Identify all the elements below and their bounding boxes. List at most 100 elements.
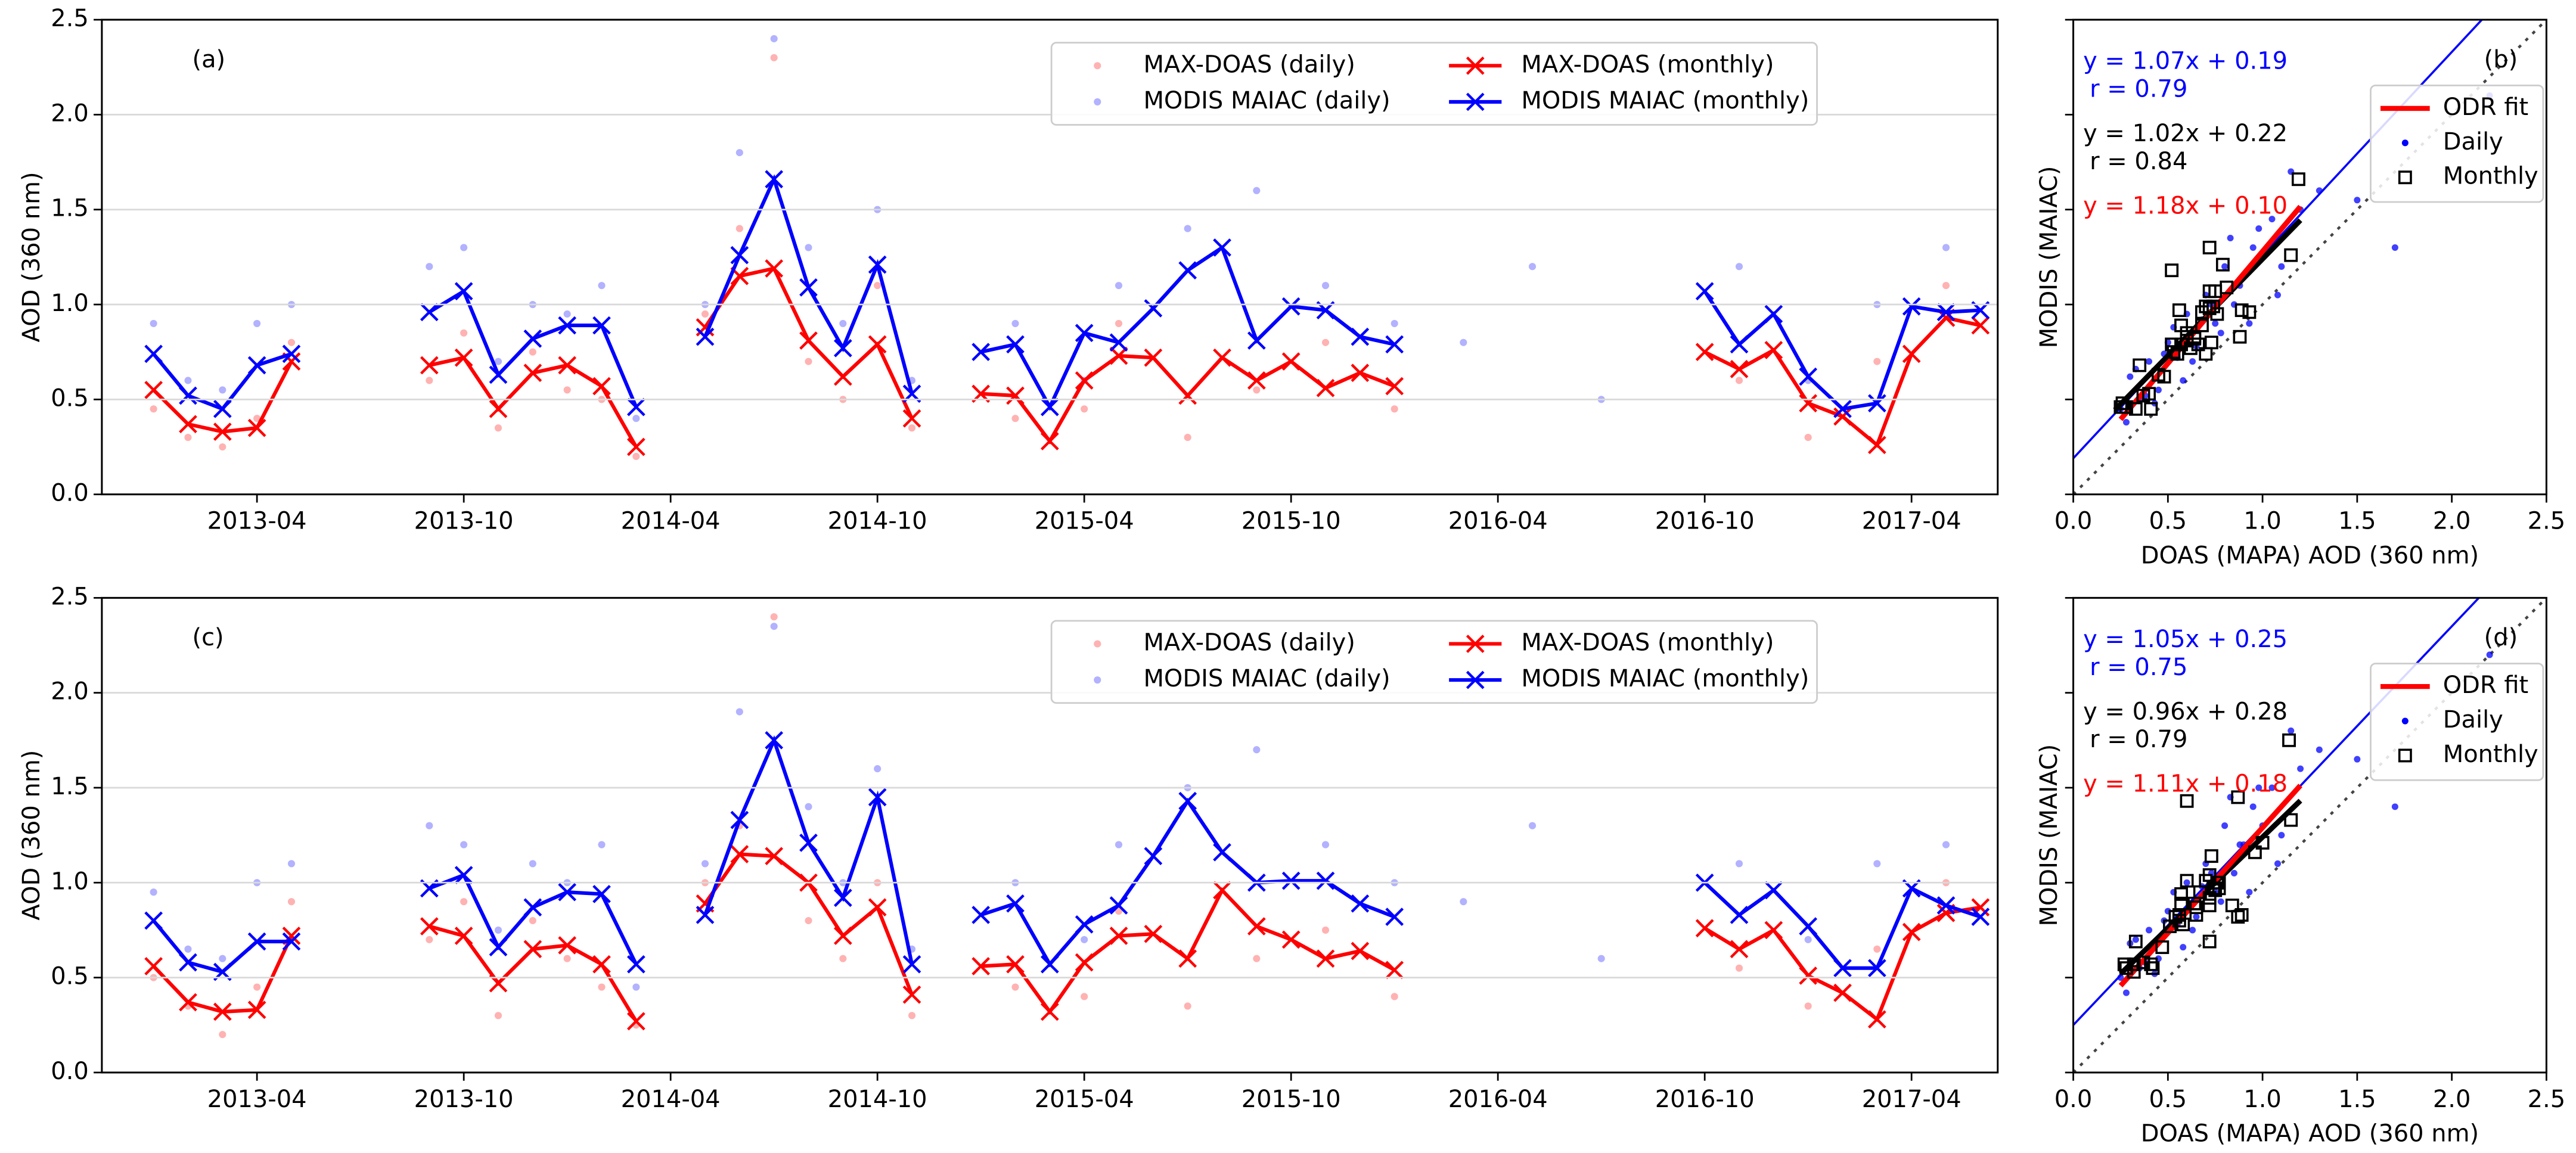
daily-point xyxy=(632,415,640,422)
daily-point xyxy=(1321,282,1330,290)
axes-frame xyxy=(101,596,1999,1074)
daily-point xyxy=(2354,197,2361,204)
marker-x xyxy=(247,932,266,951)
daily-point xyxy=(2183,879,2190,886)
daily-point xyxy=(2122,419,2130,426)
marker-x xyxy=(558,936,576,955)
daily-point xyxy=(287,898,296,906)
daily-point xyxy=(2297,765,2304,772)
monthly-point xyxy=(2128,402,2143,416)
marker-x xyxy=(833,367,852,386)
marker-x xyxy=(1385,335,1404,354)
daily-point xyxy=(770,623,778,630)
legend-label: Monthly xyxy=(2443,741,2538,768)
daily-point xyxy=(253,415,261,422)
monthly-point xyxy=(2191,337,2205,352)
monthly-point xyxy=(2176,917,2190,931)
plot-area xyxy=(144,613,1990,1039)
marker-x xyxy=(902,985,921,1004)
daily-point xyxy=(1253,386,1261,394)
daily-point xyxy=(1253,955,1261,962)
marker-x xyxy=(902,955,921,974)
daily-point xyxy=(219,443,226,451)
marker-x xyxy=(833,888,852,908)
daily-point xyxy=(1184,1002,1191,1010)
monthly-point xyxy=(2208,883,2223,897)
marker-x xyxy=(1833,399,1852,418)
marker-x xyxy=(144,911,163,930)
daily-point xyxy=(2268,784,2276,791)
legend-symbol xyxy=(1094,676,1101,684)
marker-x xyxy=(1075,953,1094,972)
daily-point xyxy=(1735,263,1743,271)
legend-box xyxy=(1050,620,1818,704)
legend-box xyxy=(1050,42,1818,126)
marker-x xyxy=(1281,352,1301,371)
daily-point xyxy=(426,263,433,271)
marker-x xyxy=(1178,949,1197,968)
marker-x xyxy=(1385,961,1404,980)
marker-x xyxy=(454,927,473,945)
daily-point xyxy=(494,424,502,432)
monthly-point xyxy=(2282,733,2296,747)
x-tick-label: 1.0 xyxy=(2243,508,2282,535)
marker-x xyxy=(1902,344,1921,363)
legend-symbol xyxy=(2398,748,2412,763)
legend-label: MODIS MAIAC (monthly) xyxy=(1521,665,1809,692)
marker-x xyxy=(1971,908,1990,926)
daily-point xyxy=(1011,415,1019,422)
daily-point xyxy=(460,898,468,906)
monthly-point xyxy=(2202,934,2217,949)
monthly-point xyxy=(2144,402,2158,416)
marker-x xyxy=(1247,917,1266,936)
daily-point xyxy=(735,225,743,232)
daily-point xyxy=(839,319,847,327)
daily-point xyxy=(908,424,916,432)
marker-x xyxy=(1730,360,1749,378)
marker-x xyxy=(420,303,439,322)
daily-point xyxy=(1115,841,1123,849)
daily-point xyxy=(426,936,433,943)
legend-label: ODR fit xyxy=(2443,94,2529,121)
marker-x xyxy=(1040,397,1059,417)
daily-point xyxy=(2217,898,2224,905)
daily-point xyxy=(1321,338,1330,346)
marker-x xyxy=(179,386,197,405)
daily-point xyxy=(1011,319,1019,327)
axes-frame xyxy=(2072,18,2547,496)
monthly-point xyxy=(2284,248,2298,262)
marker-x xyxy=(179,415,197,434)
daily-point xyxy=(253,983,261,991)
legend-symbol xyxy=(1466,635,1485,653)
y-tick-label: 1.0 xyxy=(51,290,89,317)
daily-point xyxy=(1184,434,1191,442)
marker-x xyxy=(420,356,439,375)
y-tick-label: 2.0 xyxy=(51,100,89,127)
daily-point xyxy=(1942,282,1950,290)
legend-symbol xyxy=(1094,640,1101,648)
daily-point xyxy=(2278,263,2285,270)
daily-point xyxy=(2246,320,2253,327)
marker-x xyxy=(799,834,818,852)
daily-point xyxy=(701,860,709,868)
marker-x xyxy=(868,335,887,354)
y-tick-label: 1.5 xyxy=(51,195,89,222)
daily-point xyxy=(2189,358,2196,365)
monthly-point xyxy=(2174,887,2188,901)
legend-label: Monthly xyxy=(2443,163,2538,190)
daily-point xyxy=(2246,888,2253,896)
marker-x xyxy=(730,845,749,863)
daily-point xyxy=(701,310,709,318)
marker-x xyxy=(144,381,163,399)
daily-point xyxy=(2127,373,2134,380)
monthly-point xyxy=(2180,874,2194,888)
marker-x xyxy=(972,957,990,975)
daily-point xyxy=(805,803,812,810)
daily-point xyxy=(1873,945,1881,953)
marker-x xyxy=(1351,327,1370,346)
marker-x xyxy=(868,898,887,917)
daily-point xyxy=(1011,983,1019,991)
daily-point xyxy=(2212,320,2219,327)
daily-point xyxy=(150,405,157,413)
daily-point xyxy=(874,282,882,290)
